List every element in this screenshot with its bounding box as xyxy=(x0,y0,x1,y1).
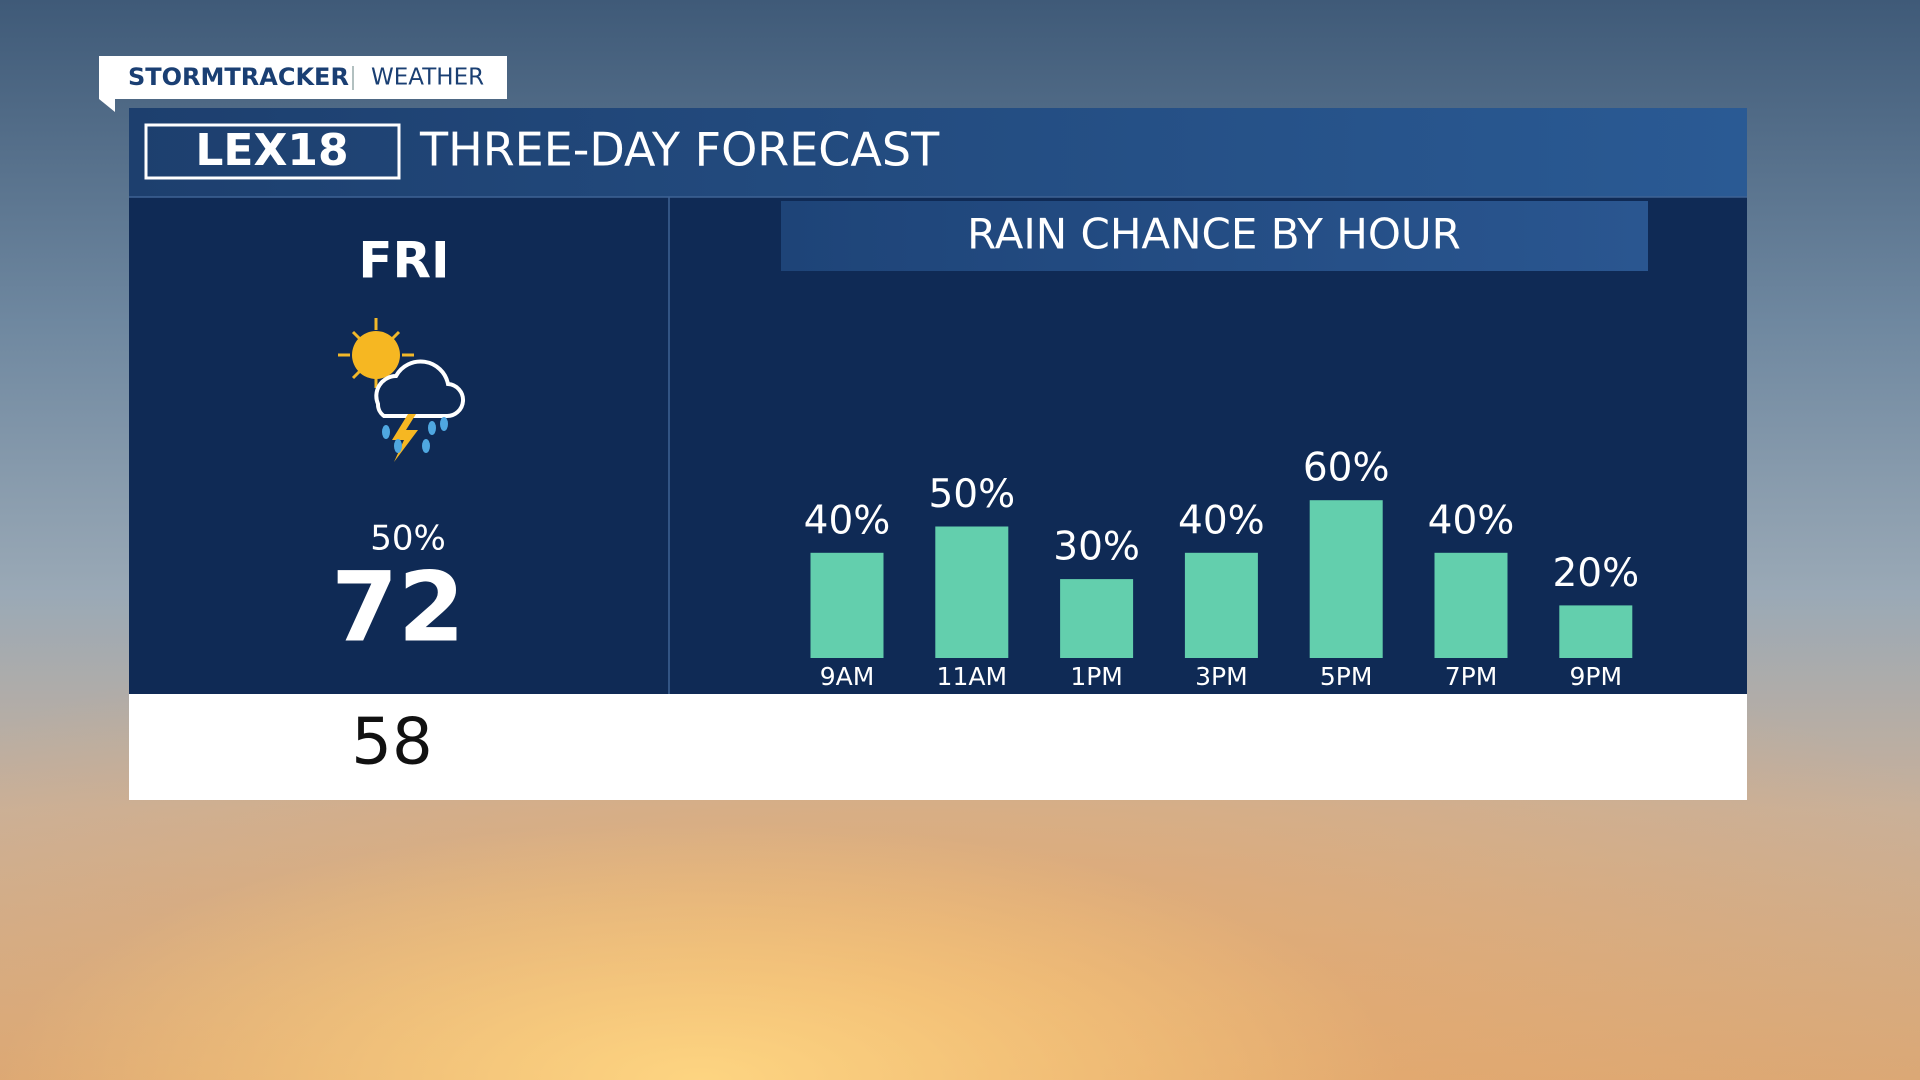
chart-title: RAIN CHANCE BY HOUR xyxy=(967,210,1461,259)
value-label: 40% xyxy=(1428,498,1515,543)
value-label: 40% xyxy=(804,498,891,543)
low-temp: 58 xyxy=(351,706,432,780)
chart-title-box xyxy=(781,201,1648,271)
x-tick-label: 7PM xyxy=(1445,662,1498,691)
x-tick-label: 9AM xyxy=(820,662,875,691)
section: WEATHER xyxy=(371,65,484,91)
day-name: FRI xyxy=(358,232,449,290)
x-tick-label: 5PM xyxy=(1320,662,1373,691)
x-tick-label: 3PM xyxy=(1195,662,1248,691)
value-label: 50% xyxy=(928,472,1015,517)
bar xyxy=(935,526,1009,658)
bar xyxy=(810,552,884,658)
bar xyxy=(1434,552,1508,658)
badge xyxy=(99,56,507,99)
logo-box xyxy=(144,123,401,180)
high-temp: 72 xyxy=(331,551,465,663)
header-title: THREE-DAY FORECAST xyxy=(419,123,940,177)
brand: STORMTRACKER xyxy=(128,63,349,91)
weather-icon xyxy=(338,318,465,462)
badge-tail xyxy=(99,99,115,112)
precip: 50% xyxy=(370,519,446,559)
x-tick-label: 11AM xyxy=(937,662,1007,691)
logo: LEX18 xyxy=(195,125,348,176)
low-strip xyxy=(129,694,1747,800)
value-label: 40% xyxy=(1178,498,1265,543)
value-label: 20% xyxy=(1552,551,1639,596)
bar xyxy=(1184,552,1258,658)
x-tick-label: 9PM xyxy=(1570,662,1623,691)
value-label: 30% xyxy=(1053,525,1140,570)
bar xyxy=(1060,579,1134,658)
value-label: 60% xyxy=(1303,446,1390,491)
x-tick-label: 1PM xyxy=(1070,662,1123,691)
bar xyxy=(1559,605,1633,658)
bar xyxy=(1309,500,1383,658)
